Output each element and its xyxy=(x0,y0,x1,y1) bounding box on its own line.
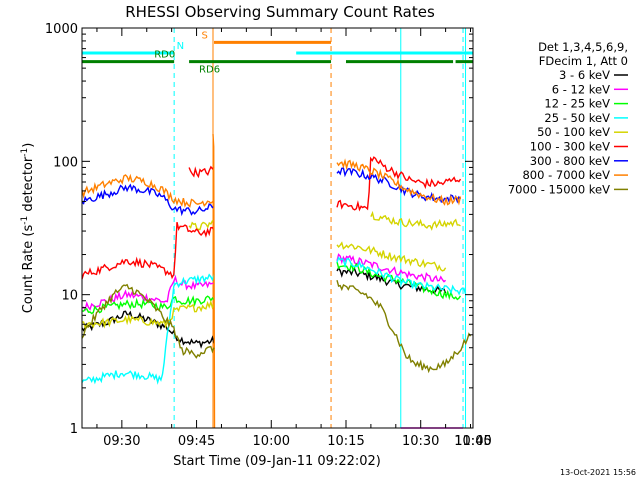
flag-label: RD6 xyxy=(199,65,220,76)
legend-label: 12 - 25 keV xyxy=(544,97,610,111)
y-title-part: Count Rate (s xyxy=(21,225,36,314)
legend-label: 25 - 50 keV xyxy=(544,111,610,125)
series-line-4 xyxy=(370,210,461,231)
legend-label: 6 - 12 keV xyxy=(552,82,610,96)
y-tick-label: 100 xyxy=(53,155,78,170)
series-line-1 xyxy=(336,253,447,283)
series-line-3 xyxy=(336,256,467,296)
series-line-8 xyxy=(81,283,215,359)
series-line-5 xyxy=(336,156,462,212)
vertical-markers xyxy=(173,28,467,428)
y-tick-label: 10 xyxy=(61,289,78,304)
series-line-5 xyxy=(81,221,215,280)
series-line-4 xyxy=(188,219,215,231)
flag-bars: N S RD0 RD6 xyxy=(82,30,473,76)
legend-label: 50 - 100 keV xyxy=(537,125,610,139)
series-line-7 xyxy=(336,158,462,206)
y-title-part: detector xyxy=(21,156,36,216)
y-tick-label: 1 xyxy=(70,422,78,437)
legend-label: 100 - 300 keV xyxy=(530,140,610,154)
legend-header: Det 1,3,4,5,6,9, xyxy=(538,40,628,54)
y-title-superscript: -1 xyxy=(20,216,30,225)
series-line-5 xyxy=(188,165,215,179)
legend-label: 800 - 7000 keV xyxy=(522,168,610,182)
x-tick-label: 11:00 xyxy=(454,434,491,449)
series-lines xyxy=(81,134,472,429)
series-line-2 xyxy=(82,295,215,315)
y-title-part: ) xyxy=(21,143,36,148)
series-line-8 xyxy=(336,280,472,374)
legend-label: 3 - 6 keV xyxy=(559,68,610,82)
flag-label: N xyxy=(177,41,184,52)
x-tick-label: 09:45 xyxy=(178,434,215,449)
series-line-4 xyxy=(81,299,215,329)
x-tick-label: 09:30 xyxy=(103,434,140,449)
y-tick-label: 1000 xyxy=(45,22,78,37)
series-line-3 xyxy=(81,273,215,385)
plot-frame xyxy=(81,27,474,429)
x-tick-label: 10:30 xyxy=(402,434,439,449)
y-axis: 1 10 100 1000 xyxy=(45,22,473,437)
x-tick-label: 10:45 xyxy=(454,434,491,449)
x-tick-label: 10:00 xyxy=(253,434,290,449)
series-line-0 xyxy=(81,310,215,349)
series-line-6 xyxy=(81,183,215,217)
x-tick-label: 10:15 xyxy=(327,434,364,449)
legend: Det 1,3,4,5,6,9,FDecim 1, Att 03 - 6 keV… xyxy=(508,40,628,196)
y-title-superscript: -1 xyxy=(20,148,30,157)
series-line-7 xyxy=(81,173,215,208)
flag-label: S xyxy=(202,30,208,41)
chart-title: RHESSI Observing Summary Count Rates xyxy=(125,3,435,21)
series-line-7 xyxy=(212,134,216,429)
date-stamp: 13-Oct-2021 15:56 xyxy=(560,468,636,477)
legend-header: FDecim 1, Att 0 xyxy=(539,54,628,68)
legend-label: 7000 - 15000 keV xyxy=(508,182,610,196)
legend-label: 300 - 800 keV xyxy=(530,154,610,168)
x-axis-title: Start Time (09-Jan-11 09:22:02) xyxy=(173,454,381,469)
series-line-4 xyxy=(336,241,447,272)
flag-label: RD0 xyxy=(154,50,175,61)
y-axis-title: Count Rate (s-1 detector-1) xyxy=(20,143,36,314)
series-line-2 xyxy=(336,261,462,301)
